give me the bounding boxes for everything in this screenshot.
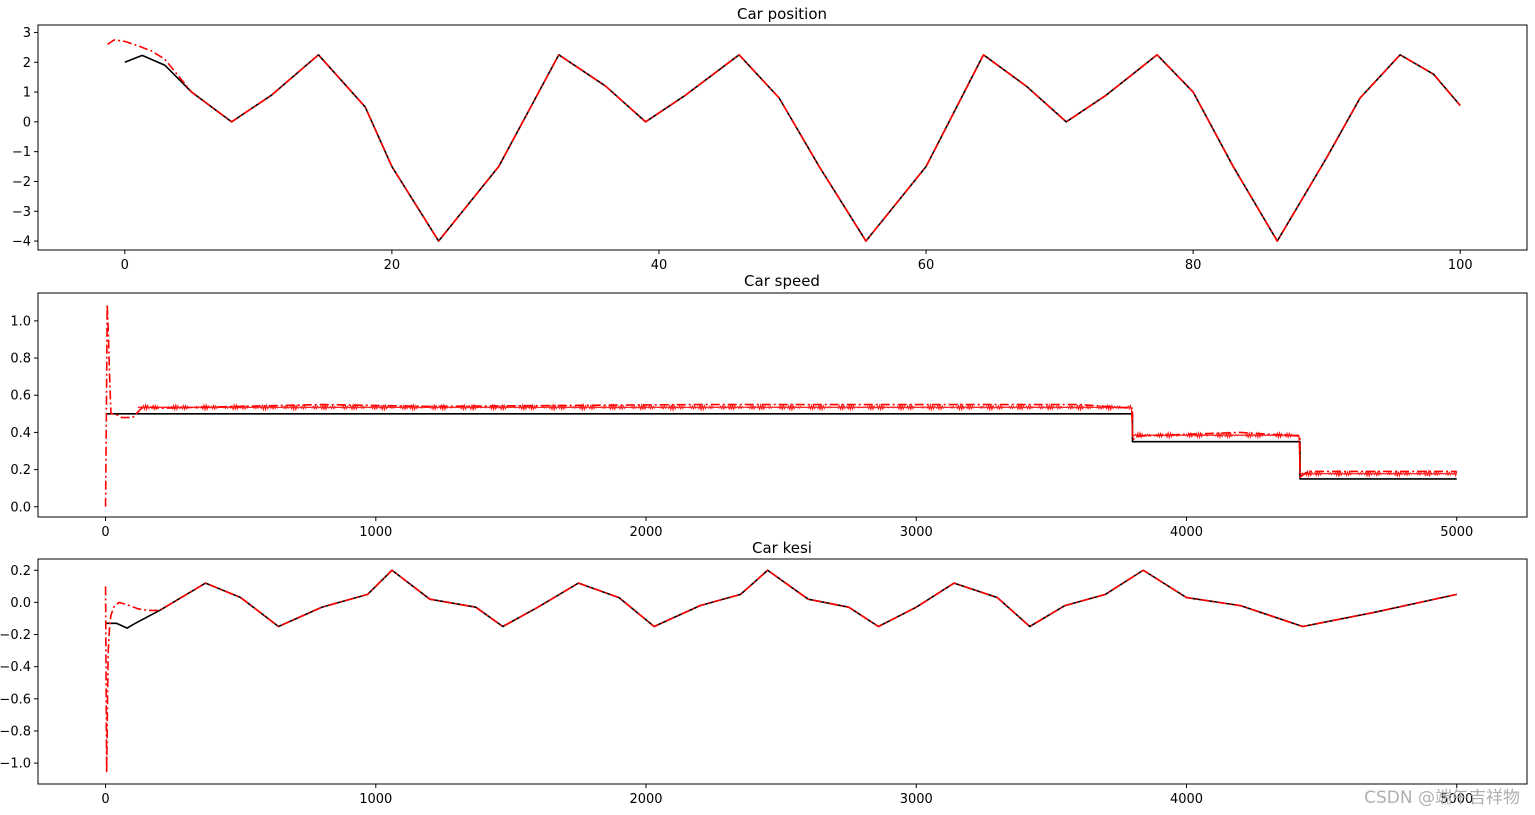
y-tick-label: 0.8 — [10, 352, 31, 367]
y-tick-label: 0.2 — [10, 564, 31, 579]
x-tick-label: 20 — [384, 258, 401, 273]
series-estimate-car-kesi — [104, 569, 1457, 774]
title-car-speed: Car speed — [744, 272, 820, 290]
x-tick-label: 2000 — [629, 525, 662, 540]
y-tick-label: −1 — [12, 145, 31, 160]
subplot-car-kesi: Car kesi 0 1000 2000 3000 4000 5000 0.2 0.0 −0.2… — [0, 539, 1528, 807]
y-tick-label: 0.0 — [10, 500, 31, 515]
x-tick-label: 3000 — [900, 792, 933, 807]
x-tick-label: 4000 — [1170, 525, 1203, 540]
y-tick-label: 3 — [23, 26, 31, 41]
axes-frame-car-kesi — [37, 558, 1528, 785]
y-tick-label: −2 — [12, 175, 31, 190]
x-tick-label: 0 — [101, 525, 109, 540]
x-tick-label: 60 — [918, 258, 935, 273]
y-tick-label: −4 — [12, 235, 31, 250]
series-group-car-kesi — [104, 569, 1457, 774]
series-estimate-car-position — [106, 39, 1461, 242]
y-tick-label: −0.4 — [0, 660, 31, 675]
x-tick-label: 80 — [1185, 258, 1202, 273]
y-tick-label: 0.6 — [10, 389, 31, 404]
y-tick-label: 0.2 — [10, 463, 31, 478]
y-tick-label: −0.8 — [0, 724, 31, 739]
axes-frame-car-position — [37, 24, 1528, 251]
x-tick-label: 4000 — [1170, 792, 1203, 807]
y-tick-label: 1.0 — [10, 314, 31, 329]
x-tick-label: 5000 — [1440, 525, 1473, 540]
x-tick-label: 0 — [121, 258, 129, 273]
series-reference-car-speed — [105, 413, 1457, 480]
x-tick-label: 5000 — [1440, 792, 1473, 807]
y-tick-label: 0.0 — [10, 596, 31, 611]
subplot-car-speed: Car speed 0 1000 2000 3000 4000 5000 1.0 0.8 0.6… — [10, 272, 1528, 540]
y-tick-label: 0.4 — [10, 426, 31, 441]
series-group-car-position — [106, 39, 1461, 242]
x-tick-label: 100 — [1448, 258, 1473, 273]
watermark-text: CSDN @端午吉祥物 — [1364, 788, 1520, 808]
x-tick-label: 2000 — [629, 792, 662, 807]
series-estimate-noise-band-car-speed — [137, 402, 1458, 479]
title-car-position: Car position — [737, 5, 827, 23]
y-tick-label: −3 — [12, 205, 31, 220]
x-tick-label: 3000 — [900, 525, 933, 540]
y-tick-label: 2 — [23, 56, 31, 71]
y-tick-label: −1.0 — [0, 757, 31, 772]
y-tick-label: −0.6 — [0, 692, 31, 707]
x-tick-label: 0 — [101, 792, 109, 807]
y-tick-label: 0 — [23, 115, 31, 130]
title-car-kesi: Car kesi — [752, 539, 812, 557]
x-tick-label: 1000 — [359, 525, 392, 540]
subplot-car-position: Car position 0 20 40 60 80 100 3 2 1 0 −1 −2 −3 −4 — [12, 5, 1528, 273]
x-tick-label: 40 — [651, 258, 668, 273]
x-tick-label: 1000 — [359, 792, 392, 807]
y-tick-label: 1 — [23, 86, 31, 101]
y-tick-label: −0.2 — [0, 628, 31, 643]
axes-frame-car-speed — [37, 292, 1528, 518]
series-group-car-speed — [104, 303, 1458, 507]
